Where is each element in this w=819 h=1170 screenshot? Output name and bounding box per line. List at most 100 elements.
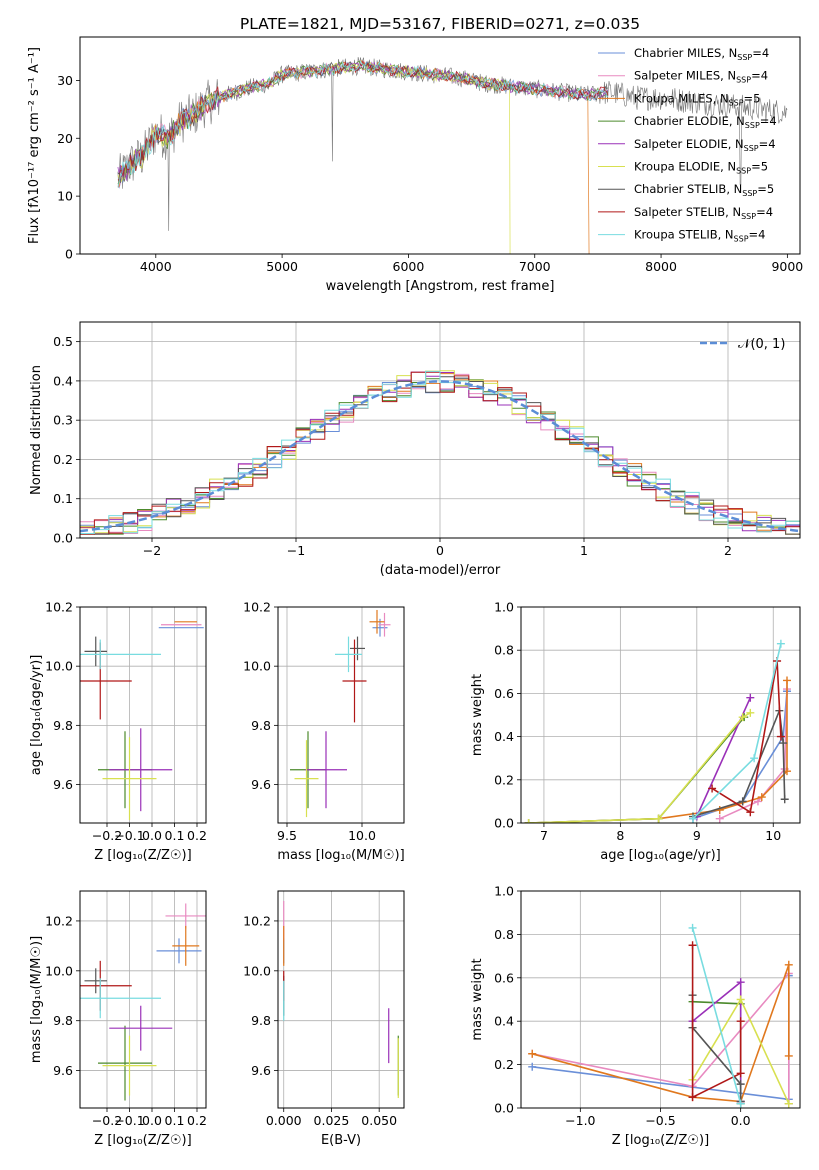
x-tick-label: 10.0 bbox=[348, 828, 376, 843]
series-line bbox=[692, 980, 742, 1102]
series-point bbox=[736, 1080, 745, 1089]
series-point bbox=[688, 923, 697, 932]
legend-entry: Salpeter MILES, NSSP=4 bbox=[634, 69, 768, 85]
series-point bbox=[654, 814, 663, 823]
y-tick-label: 10.0 bbox=[243, 659, 271, 674]
x-axis-label: Z [log₁₀(Z/Z☉)] bbox=[94, 1133, 191, 1148]
legend-subscript: SSP bbox=[741, 212, 756, 221]
legend-entry: Salpeter ELODIE, NSSP=4 bbox=[634, 137, 776, 153]
legend-subscript: SSP bbox=[742, 189, 757, 198]
series-line bbox=[711, 660, 782, 814]
series-point bbox=[736, 1069, 745, 1078]
legend-entry: Salpeter STELIB, NSSP=4 bbox=[634, 205, 773, 221]
y-tick-label: 0.0 bbox=[494, 1101, 514, 1116]
series-line bbox=[691, 927, 742, 1104]
histogram-series bbox=[80, 378, 800, 535]
y-axis-label: mass weight bbox=[470, 674, 485, 756]
legend-entry: Chabrier STELIB, NSSP=5 bbox=[634, 182, 774, 198]
x-tick-label: 9.5 bbox=[277, 828, 297, 843]
series-point bbox=[779, 739, 788, 748]
x-tick-label: 10 bbox=[765, 828, 781, 843]
plot-area bbox=[80, 621, 204, 821]
axes-frame bbox=[520, 890, 801, 1109]
legend-count: =5 bbox=[751, 160, 768, 174]
series-line bbox=[117, 61, 609, 189]
x-tick-label: −0.1 bbox=[114, 828, 144, 843]
plot-area bbox=[283, 900, 399, 1099]
series-line bbox=[528, 716, 745, 823]
y-tick-label: 0.2 bbox=[494, 772, 514, 787]
series-point bbox=[688, 941, 697, 950]
y-tick-label: 9.8 bbox=[251, 1013, 271, 1028]
y-tick-label: 0.6 bbox=[494, 970, 514, 985]
x-tick-label: 0 bbox=[436, 543, 444, 558]
legend-count: =4 bbox=[760, 114, 777, 128]
x-tick-label: 0.2 bbox=[187, 828, 207, 843]
legend-count: =4 bbox=[749, 228, 766, 242]
series-point bbox=[776, 732, 785, 741]
y-tick-label: 0.3 bbox=[53, 413, 73, 428]
x-tick-label: 5000 bbox=[266, 259, 298, 274]
series-line bbox=[691, 945, 742, 1099]
plot-area bbox=[524, 639, 792, 823]
y-tick-label: 20 bbox=[57, 131, 73, 146]
x-tick-label: 1 bbox=[580, 543, 588, 558]
legend-count: =4 bbox=[752, 46, 769, 60]
x-axis-label: age [log₁₀(age/yr)] bbox=[600, 848, 721, 863]
legend-entry: Chabrier MILES, NSSP=4 bbox=[634, 46, 769, 62]
legend-subscript: SSP bbox=[744, 144, 759, 153]
plot-area bbox=[528, 923, 793, 1108]
plot-area bbox=[80, 903, 206, 1101]
axes-frame bbox=[79, 890, 207, 1109]
y-tick-label: 0.0 bbox=[494, 816, 514, 831]
x-axis-label: mass [log₁₀(M/M☉)] bbox=[277, 848, 404, 863]
y-axis-label: mass weight bbox=[470, 958, 485, 1040]
y-axis-label: age [log₁₀(age/yr)] bbox=[29, 655, 44, 776]
x-tick-label: 0.1 bbox=[165, 828, 185, 843]
x-tick-label: 8000 bbox=[645, 259, 677, 274]
y-axis-label: Flux [fλ10⁻¹⁷ erg cm⁻² s⁻¹ A⁻¹] bbox=[27, 47, 42, 244]
legend-count: =5 bbox=[757, 182, 774, 196]
series-point bbox=[688, 1093, 697, 1102]
y-axis-label: mass [log₁₀(M/M☉)] bbox=[29, 936, 44, 1063]
axes-frame bbox=[277, 606, 405, 824]
x-tick-label: −1 bbox=[287, 543, 305, 558]
reference-curve bbox=[80, 380, 800, 533]
series-point bbox=[736, 995, 745, 1004]
legend-count: =4 bbox=[759, 137, 776, 151]
legend-entry: Kroupa STELIB, NSSP=4 bbox=[634, 228, 765, 244]
series-point bbox=[784, 960, 793, 969]
series-point bbox=[736, 1017, 745, 1026]
series-point bbox=[528, 1049, 537, 1058]
x-axis-label: (data-model)/error bbox=[380, 563, 501, 578]
y-tick-label: 0 bbox=[65, 247, 73, 262]
panel-mass_vs_EBV: 0.000 0.025 0.050 9.6 9.8 10.0 10.2 E(B-V) bbox=[243, 890, 405, 1148]
series-point bbox=[746, 708, 755, 717]
x-tick-label: 4000 bbox=[140, 259, 172, 274]
series-point bbox=[524, 819, 533, 823]
legend-entry: Kroupa MILES, NSSP=5 bbox=[634, 91, 760, 107]
plot-area bbox=[117, 57, 788, 254]
y-tick-label: 10.2 bbox=[45, 913, 73, 928]
x-tick-label: 0.1 bbox=[165, 1113, 185, 1128]
panel-residuals: −2 −1 0 1 2 0.0 0.1 0.2 0.3 0.4 0.5 (data-model)/er… bbox=[29, 321, 801, 578]
x-tick-label: 0.0 bbox=[142, 1113, 162, 1128]
y-tick-label: 10 bbox=[57, 189, 73, 204]
x-tick-label: 0.000 bbox=[266, 1113, 302, 1128]
x-tick-label: −0.2 bbox=[92, 828, 122, 843]
series-point bbox=[784, 1051, 793, 1060]
series-point bbox=[736, 978, 745, 987]
y-tick-label: 10.2 bbox=[243, 600, 271, 615]
x-tick-label: 0.0 bbox=[731, 1113, 751, 1128]
legend-subscript: SSP bbox=[737, 53, 752, 62]
x-tick-label: 0.050 bbox=[361, 1113, 397, 1128]
series-line bbox=[117, 61, 511, 254]
y-tick-label: 10.2 bbox=[45, 600, 73, 615]
y-tick-label: 0.6 bbox=[494, 686, 514, 701]
legend-entry: Chabrier ELODIE, NSSP=4 bbox=[634, 114, 777, 130]
y-tick-label: 0.8 bbox=[494, 643, 514, 658]
y-tick-label: 9.6 bbox=[251, 1063, 271, 1078]
y-tick-label: 9.8 bbox=[53, 1013, 73, 1028]
series-point bbox=[715, 806, 724, 815]
series-line bbox=[692, 643, 782, 820]
